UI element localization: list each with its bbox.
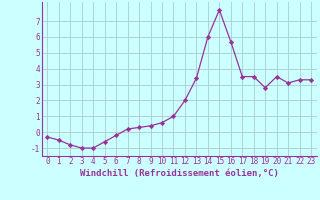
X-axis label: Windchill (Refroidissement éolien,°C): Windchill (Refroidissement éolien,°C) <box>80 169 279 178</box>
